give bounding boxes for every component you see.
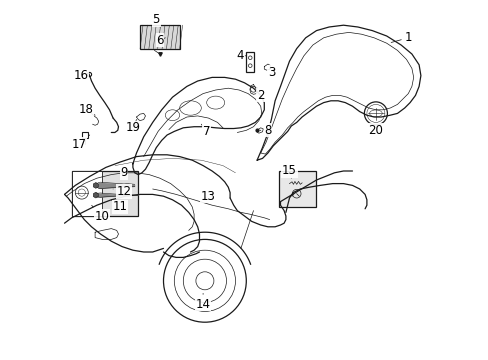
Bar [278,171,316,207]
Text: 20: 20 [368,124,383,137]
Text: 18: 18 [79,103,95,116]
Text: 16: 16 [73,69,91,82]
Text: 14: 14 [195,293,210,311]
Text: 3: 3 [267,66,275,78]
Text: 6: 6 [156,34,165,47]
Text: 12: 12 [113,185,131,198]
Text: 9: 9 [120,166,127,179]
Text: 1: 1 [390,31,411,44]
Bar [72,171,102,216]
Text: 15: 15 [282,165,296,178]
Bar [246,52,254,72]
Text: 19: 19 [125,121,140,134]
Text: 13: 13 [201,190,216,203]
Text: 7: 7 [201,124,210,138]
Text: 4: 4 [236,49,246,62]
Text: 2: 2 [256,88,264,102]
Bar [72,171,138,216]
Text: 10: 10 [91,205,109,222]
Text: 11: 11 [111,200,127,213]
Bar [140,25,179,49]
Text: 5: 5 [152,13,160,27]
Text: 17: 17 [71,135,89,150]
Text: 8: 8 [259,124,271,137]
